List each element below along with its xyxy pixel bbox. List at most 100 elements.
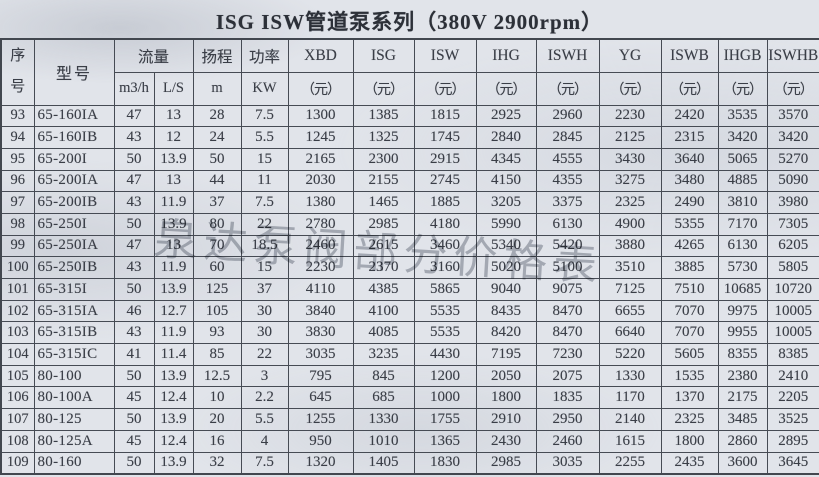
serial-cell: 103: [0, 321, 35, 345]
model-cell: 65-315I: [33, 278, 115, 301]
price-cell: 43: [113, 191, 155, 214]
price-cell: 4355: [535, 169, 600, 193]
price-cell: 2985: [352, 212, 415, 236]
brand-header-ihgb: IHGB: [717, 38, 768, 73]
price-cell: 845: [352, 364, 415, 388]
price-cell: 1465: [352, 191, 415, 214]
price-cell: 11.9: [153, 191, 194, 214]
serial-cell: 97: [0, 191, 35, 214]
price-cell: 5020: [475, 256, 537, 279]
table-row: 94 65-160IB 43 12 24 5.5 1245 1325 1745 2840 2845 2…: [0, 126, 819, 149]
price-cell: 15: [240, 256, 289, 279]
price-cell: 13: [153, 234, 194, 258]
price-cell: 5605: [660, 343, 719, 366]
price-cell: 13: [153, 104, 194, 128]
header-row-2: m3/h L/S m KW （元） （元） （元） （元） （元） （元） （元…: [1, 71, 819, 106]
price-cell: 1330: [598, 364, 662, 388]
price-cell: 30: [240, 321, 289, 345]
price-cell: 5865: [413, 278, 477, 301]
price-cell: 1800: [475, 386, 537, 410]
price-cell: 43: [113, 321, 155, 345]
price-cell: 13: [153, 169, 194, 193]
price-cell: 1885: [413, 191, 477, 214]
power-unit-kw: KW: [240, 71, 289, 106]
table-row: 103 65-315IB 43 11.9 93 30 3830 4085 5535 8420 847…: [0, 321, 819, 345]
brand-header-isg: ISG: [352, 38, 415, 73]
price-cell: 5270: [766, 147, 819, 171]
price-cell: 125: [192, 278, 242, 301]
price-cell: 15: [240, 147, 289, 171]
price-cell: 1325: [352, 126, 415, 149]
model-cell: 80-160: [33, 451, 115, 475]
price-cell: 4345: [475, 147, 537, 171]
model-cell: 65-315IC: [33, 343, 115, 366]
model-cell: 80-100: [33, 364, 115, 388]
price-cell: 2420: [660, 104, 719, 128]
price-cell: 10: [192, 386, 242, 410]
page-title: ISG ISW管道泵系列（380V 2900rpm）: [215, 10, 604, 34]
model-cell: 65-315IB: [33, 321, 115, 345]
price-cell: 11.9: [153, 321, 194, 345]
col-header-head: 扬程: [192, 38, 242, 73]
price-cell: 50: [192, 147, 242, 171]
price-cell: 9075: [535, 278, 600, 301]
price-cell: 5065: [717, 147, 768, 171]
flow-unit-m3h: m3/h: [113, 71, 155, 106]
price-cell: 2075: [535, 364, 600, 388]
price-cell: 4085: [352, 321, 415, 345]
price-cell: 47: [113, 104, 155, 128]
unit-header-yuan: （元）: [287, 71, 354, 106]
price-cell: 3205: [475, 191, 537, 214]
unit-header-yuan: （元）: [766, 71, 819, 106]
price-cell: 10005: [766, 321, 819, 345]
price-cell: 1010: [352, 429, 415, 453]
price-cell: 43: [113, 126, 155, 149]
price-cell: 2370: [352, 256, 415, 279]
price-cell: 1755: [413, 408, 477, 431]
price-cell: 3640: [660, 147, 719, 171]
serial-cell: 106: [0, 386, 35, 410]
price-cell: 5535: [413, 299, 477, 323]
price-cell: 2315: [660, 126, 719, 149]
serial-cell: 101: [0, 278, 35, 301]
price-cell: 3840: [287, 299, 354, 323]
price-cell: 2.2: [240, 386, 289, 410]
unit-header-yuan: （元）: [660, 71, 719, 106]
price-cell: 4265: [660, 234, 719, 258]
price-cell: 1300: [287, 104, 354, 128]
price-cell: 7.5: [240, 104, 289, 128]
price-cell: 1330: [352, 408, 415, 431]
price-cell: 32: [192, 451, 242, 475]
price-cell: 2325: [598, 191, 662, 214]
serial-cell: 95: [0, 147, 35, 171]
price-cell: 13.9: [153, 212, 194, 236]
price-cell: 7510: [660, 278, 719, 301]
price-cell: 1830: [413, 451, 477, 475]
price-cell: 3535: [717, 104, 768, 128]
price-cell: 4100: [352, 299, 415, 323]
price-cell: 2230: [598, 104, 662, 128]
price-cell: 46: [113, 299, 155, 323]
price-cell: 2950: [535, 408, 600, 431]
table-row: 101 65-315I 50 13.9 125 37 4110 4385 5865 9040 907…: [0, 278, 819, 301]
table-header: 序 号 型号 流量 扬程 功率 XBD ISG ISW IHG ISWH YG …: [0, 38, 819, 106]
price-cell: 795: [287, 364, 354, 388]
price-cell: 1535: [660, 364, 719, 388]
price-cell: 30: [240, 299, 289, 323]
price-cell: 2895: [766, 429, 819, 453]
serial-cell: 105: [0, 364, 35, 388]
model-cell: 80-125A: [33, 429, 115, 453]
price-cell: 1255: [287, 408, 354, 431]
price-cell: 2030: [287, 169, 354, 193]
model-cell: 65-315IA: [33, 299, 115, 323]
price-cell: 1385: [352, 104, 415, 128]
price-cell: 3: [240, 364, 289, 388]
price-cell: 47: [113, 234, 155, 258]
pump-price-table: 序 号 型号 流量 扬程 功率 XBD ISG ISW IHG ISWH YG …: [0, 38, 819, 475]
table-row: 100 65-250IB 43 11.9 60 15 2230 2370 3160 5020 510…: [0, 256, 819, 279]
price-cell: 2125: [598, 126, 662, 149]
price-cell: 3035: [287, 343, 354, 366]
price-cell: 3570: [766, 104, 819, 128]
price-cell: 4885: [717, 169, 768, 193]
price-cell: 37: [240, 278, 289, 301]
